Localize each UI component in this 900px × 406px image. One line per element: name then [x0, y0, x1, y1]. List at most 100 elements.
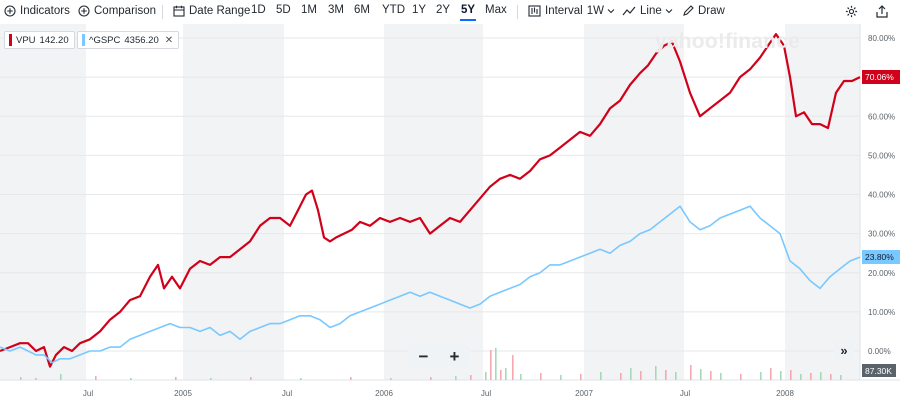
- zoom-out-button[interactable]: −: [418, 346, 429, 366]
- chart-toolbar: Indicators Comparison Date Range 1D 5D 1…: [0, 0, 900, 24]
- volume-bar: [250, 377, 252, 380]
- volume-bar: [210, 378, 212, 380]
- range-ytd[interactable]: YTD: [382, 4, 405, 16]
- chip-symbol: ^GSPC: [89, 34, 121, 46]
- toolbar-divider: [162, 5, 163, 19]
- volume-bar: [675, 372, 677, 380]
- volume-bar: [540, 373, 542, 380]
- volume-tag: 87.30K: [862, 364, 896, 377]
- volume-bar: [512, 355, 514, 380]
- remove-comparison-button[interactable]: ✕: [164, 34, 174, 46]
- range-1m[interactable]: 1M: [301, 4, 317, 16]
- indicators-label: Indicators: [20, 5, 70, 17]
- volume-bar: [35, 378, 37, 380]
- range-3m[interactable]: 3M: [328, 4, 344, 16]
- volume-bar: [390, 378, 392, 380]
- plus-circle-icon: [4, 5, 16, 17]
- chip-value: 142.20: [39, 34, 69, 46]
- volume-bar: [740, 374, 742, 380]
- chevron-down-icon: [607, 9, 615, 14]
- chart-band: [785, 24, 860, 380]
- volume-bar: [640, 371, 642, 380]
- volume-bar: [790, 370, 792, 380]
- range-1y[interactable]: 1Y: [412, 4, 427, 16]
- volume-bar: [20, 377, 22, 380]
- y-tick-label: 30.00%: [868, 230, 895, 239]
- date-range-label: Date Range: [189, 5, 251, 17]
- x-tick-label: 2005: [174, 389, 192, 398]
- candlestick-icon: [528, 5, 541, 17]
- share-icon[interactable]: [876, 5, 888, 18]
- toolbar-divider: [517, 5, 518, 19]
- volume-bar: [800, 374, 802, 380]
- range-1d[interactable]: 1D: [251, 4, 266, 16]
- yahoo-finance-watermark: yahoo!finance: [655, 30, 800, 53]
- y-tick-label: 10.00%: [868, 308, 895, 317]
- volume-bar: [840, 375, 842, 380]
- volume-bar: [630, 368, 632, 380]
- volume-bar: [60, 374, 62, 380]
- volume-bar: [130, 378, 132, 380]
- chip-symbol: VPU: [16, 34, 36, 46]
- plus-circle-icon: [78, 5, 90, 17]
- chart-band: [0, 24, 86, 380]
- volume-bar: [495, 348, 497, 380]
- zoom-controls: − +: [408, 345, 470, 367]
- range-2y[interactable]: 2Y: [436, 4, 451, 16]
- x-tick-label: 2008: [776, 389, 794, 398]
- interval-button[interactable]: Interval 1W: [528, 5, 619, 17]
- volume-bar: [470, 375, 472, 380]
- volume-bar: [760, 372, 762, 380]
- volume-bar: [720, 373, 722, 380]
- x-tick-label: Jul: [282, 389, 292, 398]
- comparison-button[interactable]: Comparison: [78, 5, 156, 17]
- volume-bar: [600, 372, 602, 380]
- series-swatch: [9, 34, 12, 46]
- calendar-icon: [173, 5, 185, 17]
- x-tick-label: 2007: [575, 389, 593, 398]
- trend-line-icon: [622, 6, 636, 16]
- zoom-in-button[interactable]: +: [449, 346, 460, 366]
- volume-bar: [665, 370, 667, 380]
- vpu-price-tag: 70.06%: [862, 70, 900, 85]
- volume-bar: [490, 350, 492, 380]
- symbol-chip-gspc[interactable]: ^GSPC 4356.20 ✕: [77, 31, 180, 49]
- x-tick-label: Jul: [481, 389, 491, 398]
- volume-bar: [430, 377, 432, 380]
- volume-bar: [350, 377, 352, 380]
- draw-button[interactable]: Draw: [682, 5, 725, 17]
- chart-type-label: Line: [640, 5, 662, 17]
- volume-bar: [560, 375, 562, 380]
- series-line-gspc: [0, 205, 861, 364]
- range-5y[interactable]: 5Y: [459, 4, 477, 21]
- y-tick-label: 40.00%: [868, 191, 895, 200]
- volume-bar: [655, 366, 657, 380]
- volume-bar: [95, 376, 97, 380]
- chart-band: [183, 24, 284, 380]
- range-5d[interactable]: 5D: [276, 4, 291, 16]
- scroll-to-latest-button[interactable]: »: [834, 340, 854, 360]
- x-tick-label: Jul: [680, 389, 690, 398]
- interval-value: 1W: [586, 5, 604, 17]
- volume-bar: [455, 376, 457, 380]
- y-tick-label: 50.00%: [868, 151, 895, 160]
- volume-bar: [505, 368, 507, 380]
- comparison-label: Comparison: [94, 5, 156, 17]
- x-tick-label: Jul: [83, 389, 93, 398]
- range-max[interactable]: Max: [485, 4, 507, 16]
- range-6m[interactable]: 6M: [354, 4, 370, 16]
- volume-bar: [830, 374, 832, 380]
- chart-band: [384, 24, 483, 380]
- gear-icon[interactable]: [845, 5, 858, 18]
- chart-type-button[interactable]: Line: [622, 5, 677, 17]
- volume-bar: [520, 374, 522, 380]
- volume-bar: [770, 368, 772, 380]
- date-range-button[interactable]: Date Range: [173, 5, 250, 17]
- symbol-chip-vpu[interactable]: VPU 142.20: [4, 31, 75, 49]
- indicators-button[interactable]: Indicators: [4, 5, 70, 17]
- pencil-icon: [683, 5, 694, 16]
- volume-bar: [690, 365, 692, 380]
- volume-bar: [780, 371, 782, 380]
